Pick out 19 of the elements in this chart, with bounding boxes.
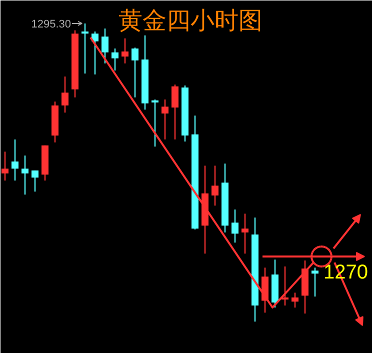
candlestick [242, 213, 248, 254]
candlestick [162, 98, 168, 140]
candlestick [92, 30, 98, 76]
candlestick [102, 28, 108, 64]
candlestick [232, 208, 238, 244]
candlestick [122, 38, 128, 64]
annotation: 1295.30 [31, 18, 72, 30]
candlestick [62, 76, 68, 114]
candlestick [172, 84, 178, 140]
candlestick [112, 48, 118, 72]
candlestick [152, 98, 158, 148]
chart-title: 黄金四小时图 [118, 6, 262, 34]
candlestick [32, 170, 38, 192]
candlestick [132, 47, 138, 98]
candlestick [22, 154, 28, 196]
candlestick [292, 292, 298, 308]
candlestick [12, 138, 18, 182]
candlestick [2, 151, 8, 182]
candlestick [212, 165, 218, 206]
